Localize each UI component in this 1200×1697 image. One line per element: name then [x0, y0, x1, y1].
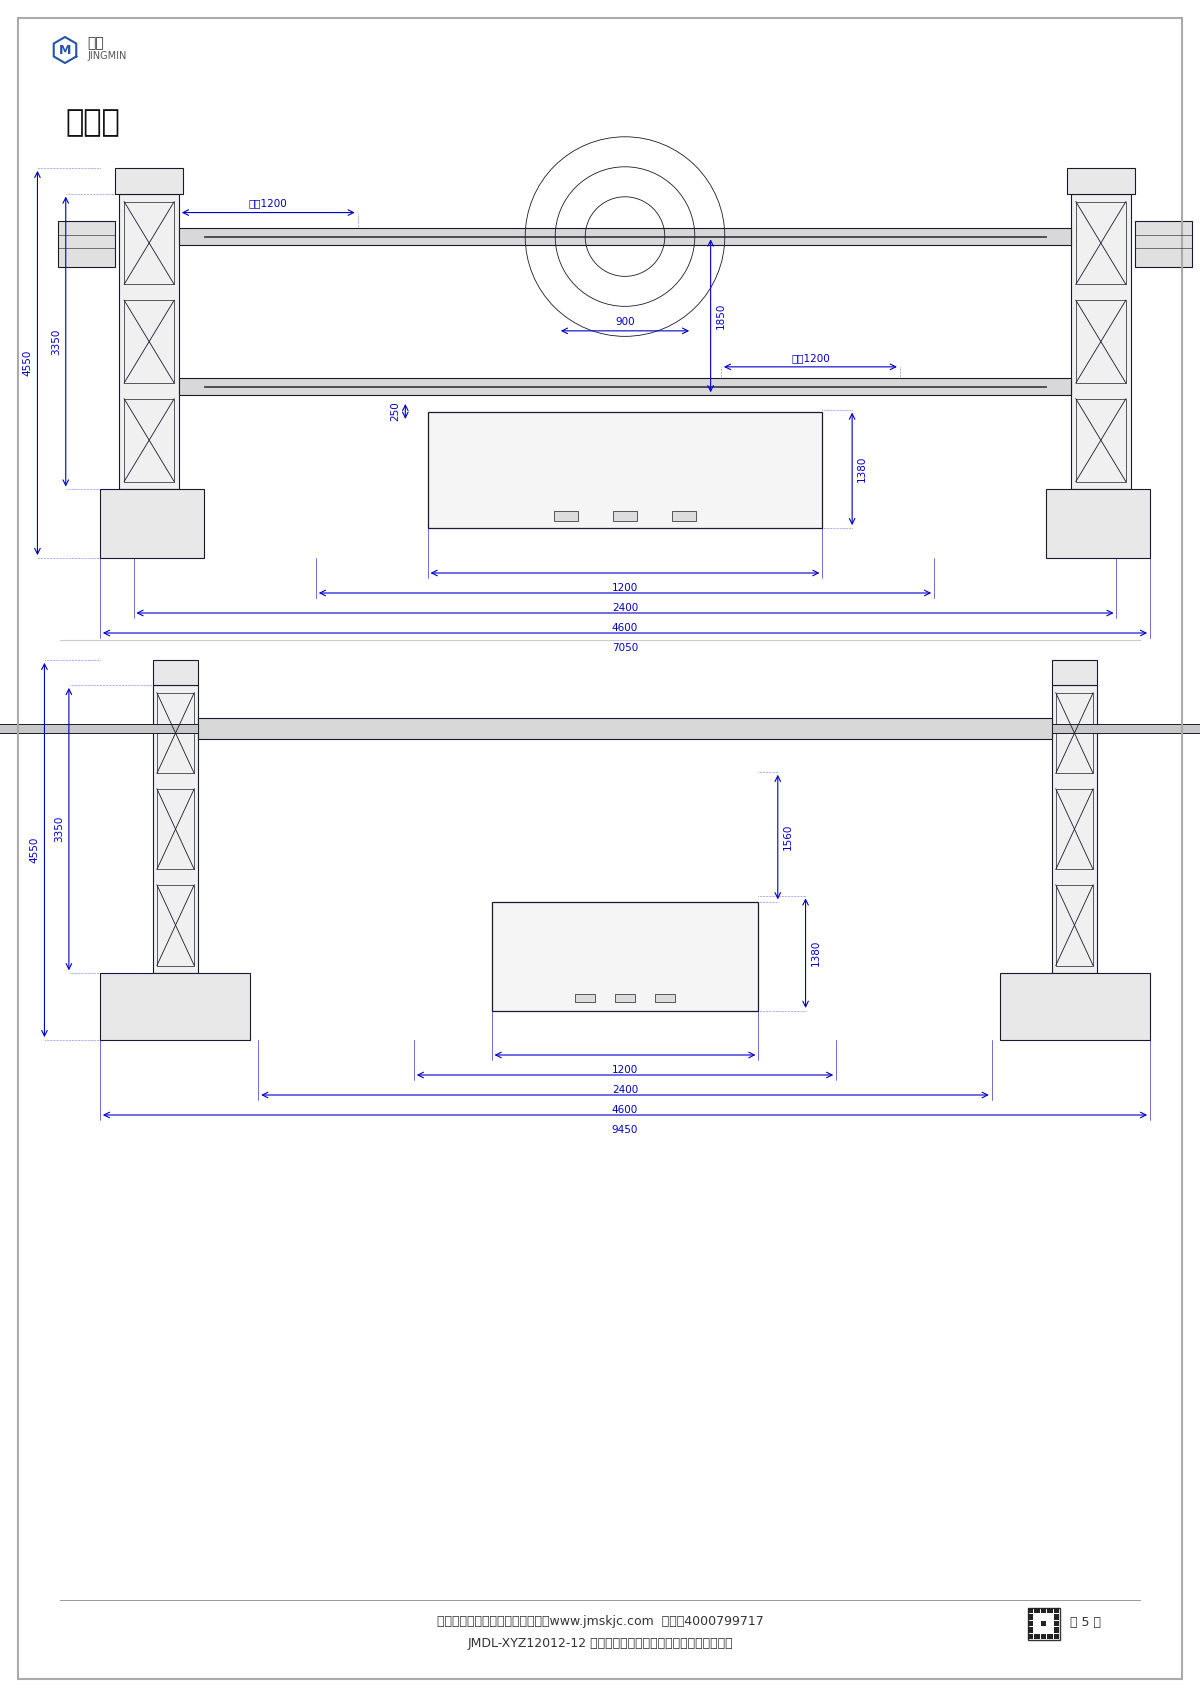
Bar	[1076, 202, 1126, 285]
Bar	[1000, 972, 1150, 1040]
Bar	[1135, 221, 1192, 266]
Text: 4600: 4600	[612, 1105, 638, 1115]
Bar	[427, 412, 822, 528]
Text: 9450: 9450	[612, 1125, 638, 1135]
Text: M: M	[59, 44, 71, 56]
Text: 1560: 1560	[782, 823, 793, 850]
Text: 1850: 1850	[715, 302, 726, 329]
Bar	[0, 725, 198, 733]
Bar	[59, 221, 115, 266]
Text: 1380: 1380	[857, 456, 868, 482]
Bar	[1054, 1621, 1060, 1626]
Text: JINGMIN: JINGMIN	[88, 51, 126, 61]
Bar	[1056, 692, 1093, 774]
Bar	[124, 202, 174, 285]
Text: 4600: 4600	[612, 623, 638, 633]
Bar	[672, 511, 696, 521]
Text: 7050: 7050	[612, 643, 638, 653]
Text: 2400: 2400	[612, 1084, 638, 1095]
Bar	[1048, 1634, 1052, 1639]
Text: 1200: 1200	[612, 584, 638, 592]
Bar	[1028, 1609, 1033, 1614]
Bar	[575, 994, 595, 1001]
Bar	[1034, 1634, 1040, 1639]
Bar	[100, 489, 204, 558]
Bar	[124, 399, 174, 482]
Bar	[1076, 399, 1126, 482]
Bar	[1054, 1627, 1060, 1633]
Bar	[204, 236, 1045, 238]
Bar	[1056, 789, 1093, 869]
Text: 900: 900	[616, 317, 635, 328]
Bar	[1048, 1609, 1052, 1614]
Bar	[1054, 1614, 1060, 1621]
Bar	[1028, 1627, 1033, 1633]
Bar	[1028, 1614, 1033, 1621]
Bar	[1052, 686, 1097, 972]
Bar	[492, 903, 758, 1011]
Bar	[1067, 168, 1135, 193]
Bar	[154, 660, 198, 686]
Bar	[1040, 1621, 1046, 1626]
Bar	[179, 378, 1072, 395]
Bar	[157, 789, 194, 869]
Text: 1200: 1200	[612, 1066, 638, 1074]
Text: 3350: 3350	[54, 816, 64, 842]
Bar	[1052, 660, 1097, 686]
Bar	[1040, 1634, 1046, 1639]
Bar	[198, 718, 1052, 740]
Text: 第 5 页: 第 5 页	[1069, 1616, 1100, 1629]
Text: 湖北精明数控机床有限公司网站：www.jmskjc.com  企服：4000799717: 湖北精明数控机床有限公司网站：www.jmskjc.com 企服：4000799…	[437, 1616, 763, 1629]
Bar	[1054, 1634, 1060, 1639]
Text: 2400: 2400	[612, 602, 638, 613]
Bar	[154, 686, 198, 972]
Bar	[100, 972, 250, 1040]
Text: 示图：: 示图：	[65, 109, 120, 137]
Bar	[1034, 1609, 1040, 1614]
Bar	[655, 994, 674, 1001]
Bar	[1076, 300, 1126, 384]
Bar	[179, 227, 1072, 244]
Text: 3350: 3350	[50, 329, 61, 355]
Bar	[204, 385, 1045, 387]
Bar	[1045, 489, 1150, 558]
Bar	[157, 884, 194, 966]
Bar	[119, 193, 179, 489]
Bar	[1028, 1621, 1033, 1626]
Text: 250: 250	[390, 402, 401, 421]
Bar	[1028, 1609, 1060, 1639]
Bar	[124, 300, 174, 384]
Bar	[616, 994, 635, 1001]
Text: 行程1200: 行程1200	[791, 353, 830, 363]
Bar	[1028, 1634, 1033, 1639]
Text: 1380: 1380	[810, 940, 821, 966]
Text: 精民: 精民	[88, 36, 103, 49]
Bar	[553, 511, 577, 521]
Text: 4550: 4550	[23, 350, 32, 377]
Bar	[1072, 193, 1130, 489]
Bar	[1054, 1609, 1060, 1614]
Text: JMDL-XYZ12012-12 中置数控双动柱卧式落地对置镗铣重型机床: JMDL-XYZ12012-12 中置数控双动柱卧式落地对置镗铣重型机床	[467, 1638, 733, 1651]
Text: 4550: 4550	[30, 837, 40, 864]
Bar	[613, 511, 637, 521]
Bar	[157, 692, 194, 774]
Bar	[1040, 1609, 1046, 1614]
Text: 行程1200: 行程1200	[248, 199, 288, 209]
Bar	[1056, 884, 1093, 966]
Bar	[115, 168, 184, 193]
Bar	[1052, 725, 1200, 733]
